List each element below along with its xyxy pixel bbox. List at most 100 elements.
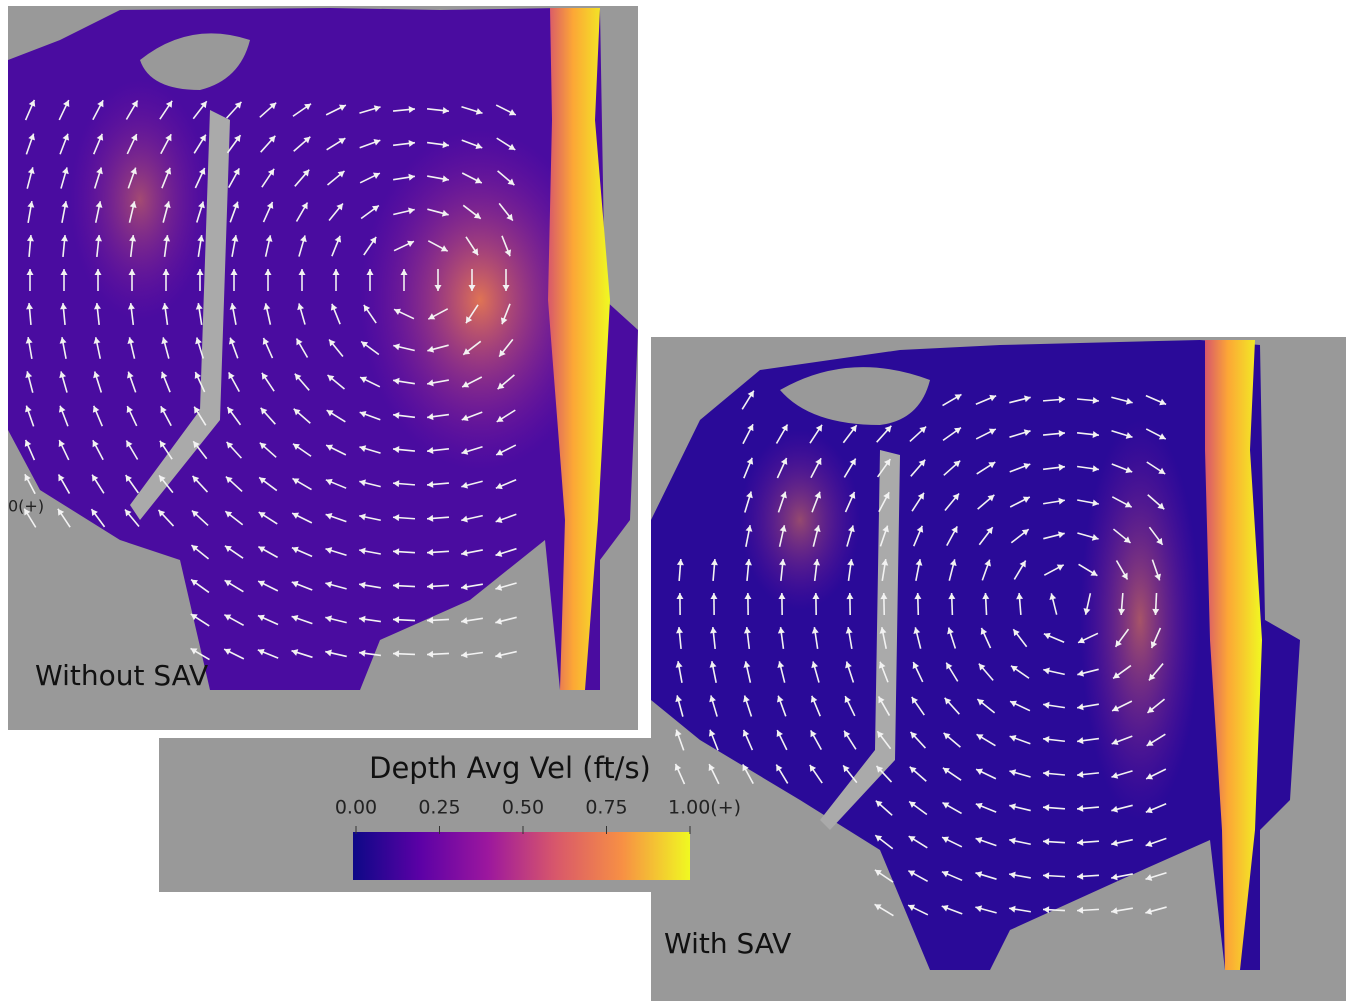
arrow-head <box>227 407 234 415</box>
arrow-head <box>1150 641 1158 649</box>
arrow-head <box>813 559 821 566</box>
fast-zone <box>70 80 210 320</box>
arrow-head <box>225 511 233 518</box>
arrow-head <box>1023 462 1031 470</box>
arrow-head <box>127 371 134 379</box>
arrow-head <box>194 406 201 414</box>
arrow-head <box>777 661 785 668</box>
arrow-head <box>1145 874 1153 881</box>
arrow-head <box>914 593 922 600</box>
arrow-head <box>877 731 884 739</box>
arrow-head <box>1043 701 1050 709</box>
arrow-head <box>982 593 990 600</box>
arrow-head <box>326 410 334 417</box>
arrow-head <box>471 248 479 256</box>
arrow-head <box>461 448 469 455</box>
arrow-head <box>779 525 787 532</box>
arrow-head <box>59 371 66 379</box>
arrow-head <box>193 441 200 449</box>
velocity-arrows <box>23 99 517 661</box>
arrow-head <box>461 549 468 557</box>
arrow-head <box>975 871 983 878</box>
arrow-head <box>302 169 310 177</box>
arrow-head <box>1145 840 1153 847</box>
arrow-head <box>1077 872 1084 880</box>
arrow-head <box>359 410 367 418</box>
arrow-head <box>129 201 137 208</box>
arrow-head <box>499 349 506 357</box>
arrow-head <box>1156 537 1163 545</box>
arrow-head <box>1125 397 1133 405</box>
arrow-head <box>1009 871 1016 879</box>
velocity-arrows <box>674 390 1167 917</box>
arrow-head <box>1154 573 1161 581</box>
fast-zone <box>740 430 860 610</box>
arrow-head <box>975 905 983 913</box>
arrow-head <box>27 167 35 175</box>
arrow-head <box>908 836 916 843</box>
colorbar-tick-label: 0.75 <box>585 797 627 819</box>
arrow-head <box>980 627 988 635</box>
arrow-head <box>91 509 98 517</box>
arrow-head <box>880 593 888 600</box>
arrow-head <box>747 390 754 398</box>
arrow-head <box>442 107 449 115</box>
arrow-head <box>475 108 483 115</box>
arrow-head <box>1022 496 1030 503</box>
arrow-head <box>329 339 336 347</box>
arrow-head <box>745 525 753 532</box>
arrow-head <box>1111 873 1118 881</box>
arrow-head <box>369 236 377 244</box>
arrow-head <box>195 303 203 310</box>
arrow-head <box>1092 499 1099 507</box>
arrow-head <box>366 269 374 275</box>
arrow-head <box>26 303 34 310</box>
arrow-head <box>917 492 924 500</box>
arrow-head <box>234 135 241 143</box>
arrow-head <box>676 559 684 566</box>
arrow-head <box>1058 430 1065 438</box>
arrow-head <box>359 479 366 487</box>
arrow-head <box>191 545 199 552</box>
arrow-head <box>427 379 434 387</box>
arrow-head <box>326 444 334 451</box>
arrow-head <box>293 408 301 416</box>
arrow-head <box>813 525 821 533</box>
arrow-head <box>953 460 961 468</box>
arrow-head <box>1056 564 1064 571</box>
arrow-head <box>428 313 436 320</box>
arrow-head <box>1077 669 1084 677</box>
arrow-head <box>265 235 273 242</box>
arrow-head <box>160 371 168 379</box>
arrow-head <box>294 373 302 381</box>
arrow-head <box>709 695 716 703</box>
arrow-head <box>291 580 299 588</box>
arrow-head <box>676 593 684 600</box>
arrow-head <box>92 474 99 482</box>
arrow-head <box>393 514 400 522</box>
arrow-head <box>975 802 983 810</box>
arrow-head <box>1043 667 1050 675</box>
arrow-head <box>258 580 266 587</box>
arrow-head <box>916 525 924 533</box>
arrow-head <box>197 235 205 242</box>
arrow-head <box>976 734 984 741</box>
arrow-head <box>60 269 68 275</box>
arrow-head <box>810 695 818 703</box>
colorbar-legend: Depth Avg Vel (ft/s) 0.00 0.25 0.50 0.75 1.0… <box>159 738 741 892</box>
arrow-head <box>427 514 434 522</box>
arrow-head <box>776 764 783 772</box>
arrow-head <box>1023 429 1031 436</box>
arrow-head <box>303 136 311 144</box>
arrow-head <box>1009 735 1017 742</box>
arrow-head <box>373 105 381 112</box>
panel-label: Without SAV <box>35 659 208 692</box>
arrow-head <box>58 440 66 447</box>
arrow-head <box>495 617 503 625</box>
arrow-head <box>810 730 817 738</box>
arrow-head <box>92 405 100 413</box>
arrow-head <box>373 138 381 146</box>
arrow-head <box>371 205 379 212</box>
arrow-head <box>954 394 962 401</box>
arrow-head <box>708 729 716 737</box>
